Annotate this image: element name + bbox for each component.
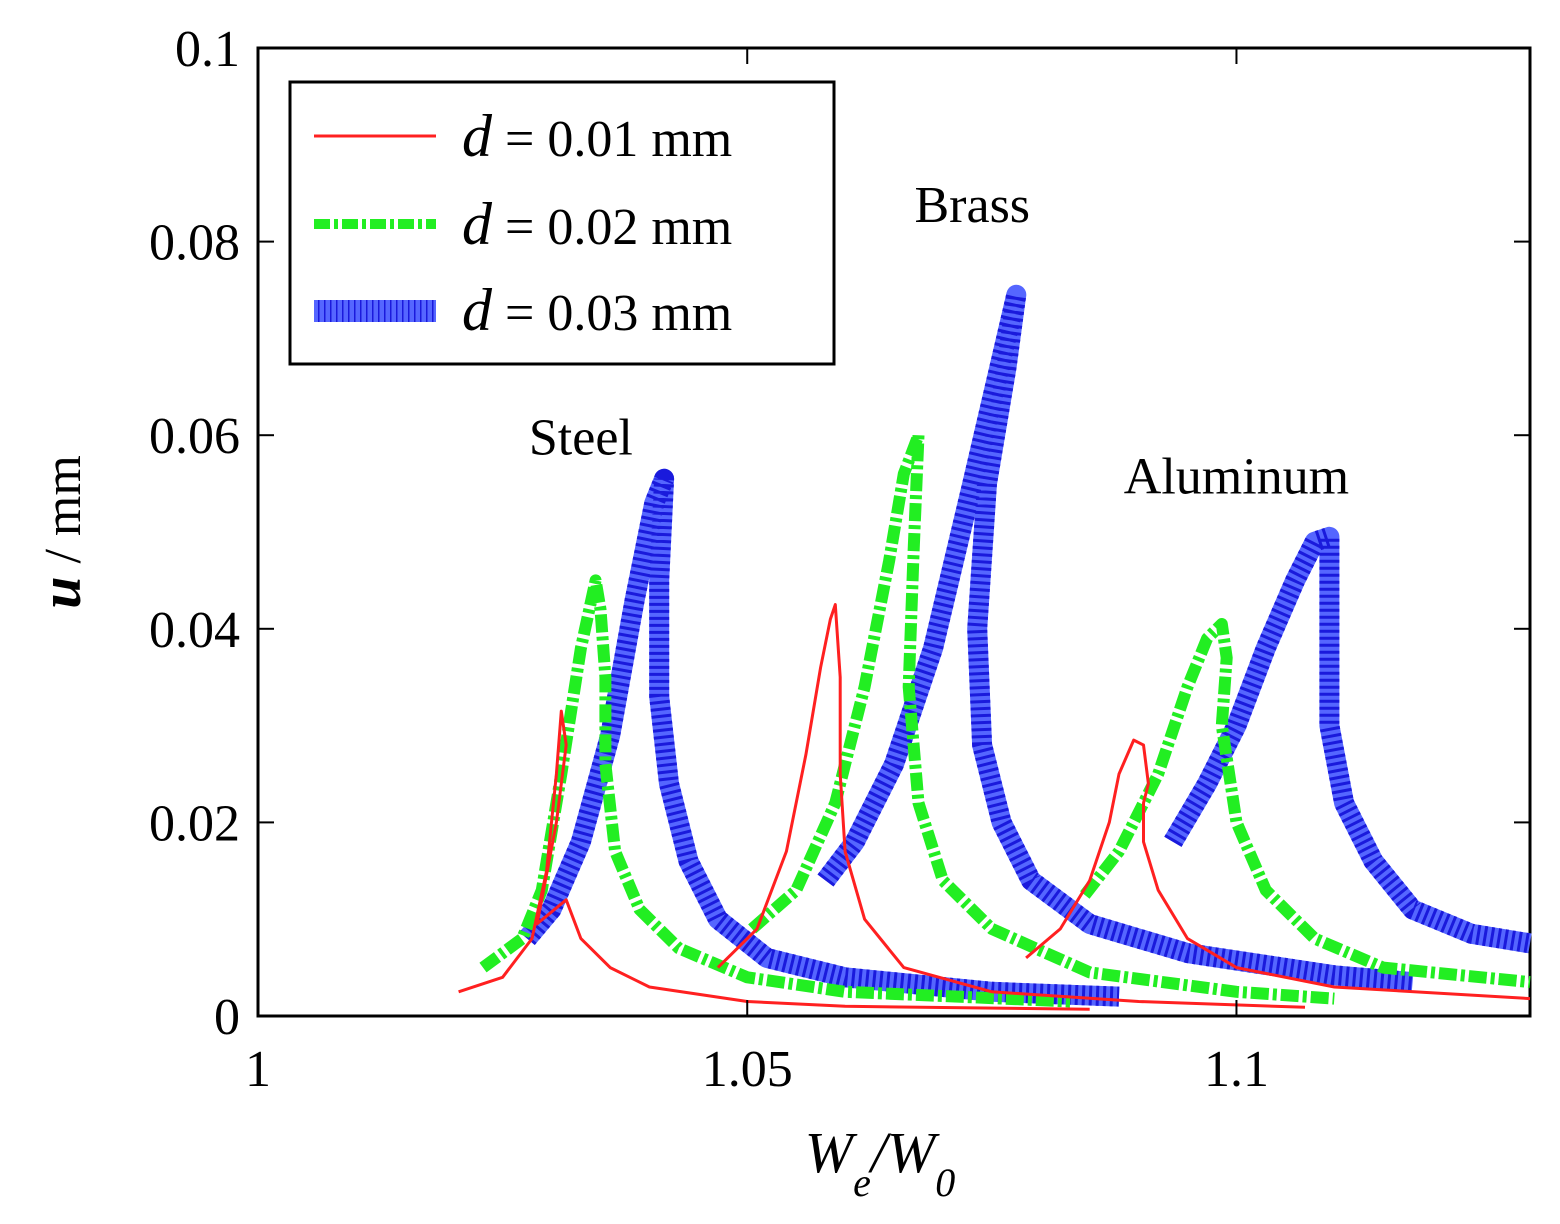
y-tick-label: 0.02	[149, 795, 240, 852]
y-axis-title-unit: / mm	[35, 455, 92, 576]
legend-label-d002: = 0.02 mm	[492, 199, 732, 256]
x-axis-title-main: W	[805, 1120, 858, 1185]
y-tick-label: 0	[214, 989, 240, 1046]
annotation-brass: Brass	[914, 177, 1030, 234]
legend-var-d003: d	[462, 277, 493, 343]
legend-label-d001: = 0.01 mm	[492, 111, 732, 168]
y-tick-label: 0.06	[149, 408, 240, 465]
x-axis-title: We/W0	[805, 1120, 956, 1205]
legend: d = 0.01 mm d = 0.02 mm d = 0.03 mm	[288, 80, 836, 366]
series-aluminum-d-0-02	[1080, 618, 1531, 989]
series-layer	[458, 284, 1532, 1011]
y-axis-title: u / mm	[28, 455, 93, 609]
x-tick-label: 1	[245, 1041, 271, 1098]
legend-entry-d003: d = 0.03 mm	[462, 277, 732, 343]
series-aluminum-d-0-03-overlay	[1164, 526, 1532, 954]
y-tick-label: 0.04	[149, 602, 240, 659]
y-tick-label: 0.08	[149, 215, 240, 272]
legend-entry-d002: d = 0.02 mm	[462, 191, 732, 257]
annotation-aluminum: Aluminum	[1124, 448, 1349, 505]
legend-var-d002: d	[462, 191, 493, 257]
legend-label-d003: = 0.03 mm	[492, 285, 732, 342]
y-axis-title-var: u	[28, 577, 93, 609]
x-tick-label: 1.05	[702, 1041, 793, 1098]
series-brass-d-0-03-overlay	[817, 284, 1414, 993]
series-steel-d-0-01	[458, 709, 1090, 1011]
annotation-steel: Steel	[529, 410, 633, 467]
x-axis-title-sub2: 0	[935, 1160, 955, 1205]
x-tick-label: 1.1	[1204, 1041, 1269, 1098]
x-axis-title-sub1: e	[853, 1160, 871, 1205]
legend-swatch-d003	[314, 300, 436, 322]
annotations: Steel Brass Aluminum	[529, 177, 1349, 505]
axes-layer: 1 1.05 1.1 0 0.02 0.04 0.06 0.08 0.1	[149, 21, 1530, 1098]
legend-entry-d001: d = 0.01 mm	[462, 103, 732, 169]
series-steel-d-0-03-overlay	[519, 468, 1120, 1007]
series-steel-d-0-02	[479, 574, 1071, 1008]
legend-var-d001: d	[462, 103, 493, 169]
series-aluminum-d-0-01	[1025, 738, 1531, 1001]
y-tick-label: 0.1	[175, 21, 240, 78]
series-brass-d-0-01	[716, 603, 1306, 1009]
series-brass-d-0-02	[748, 429, 1335, 1005]
x-axis-title-slash: /W	[868, 1120, 940, 1185]
